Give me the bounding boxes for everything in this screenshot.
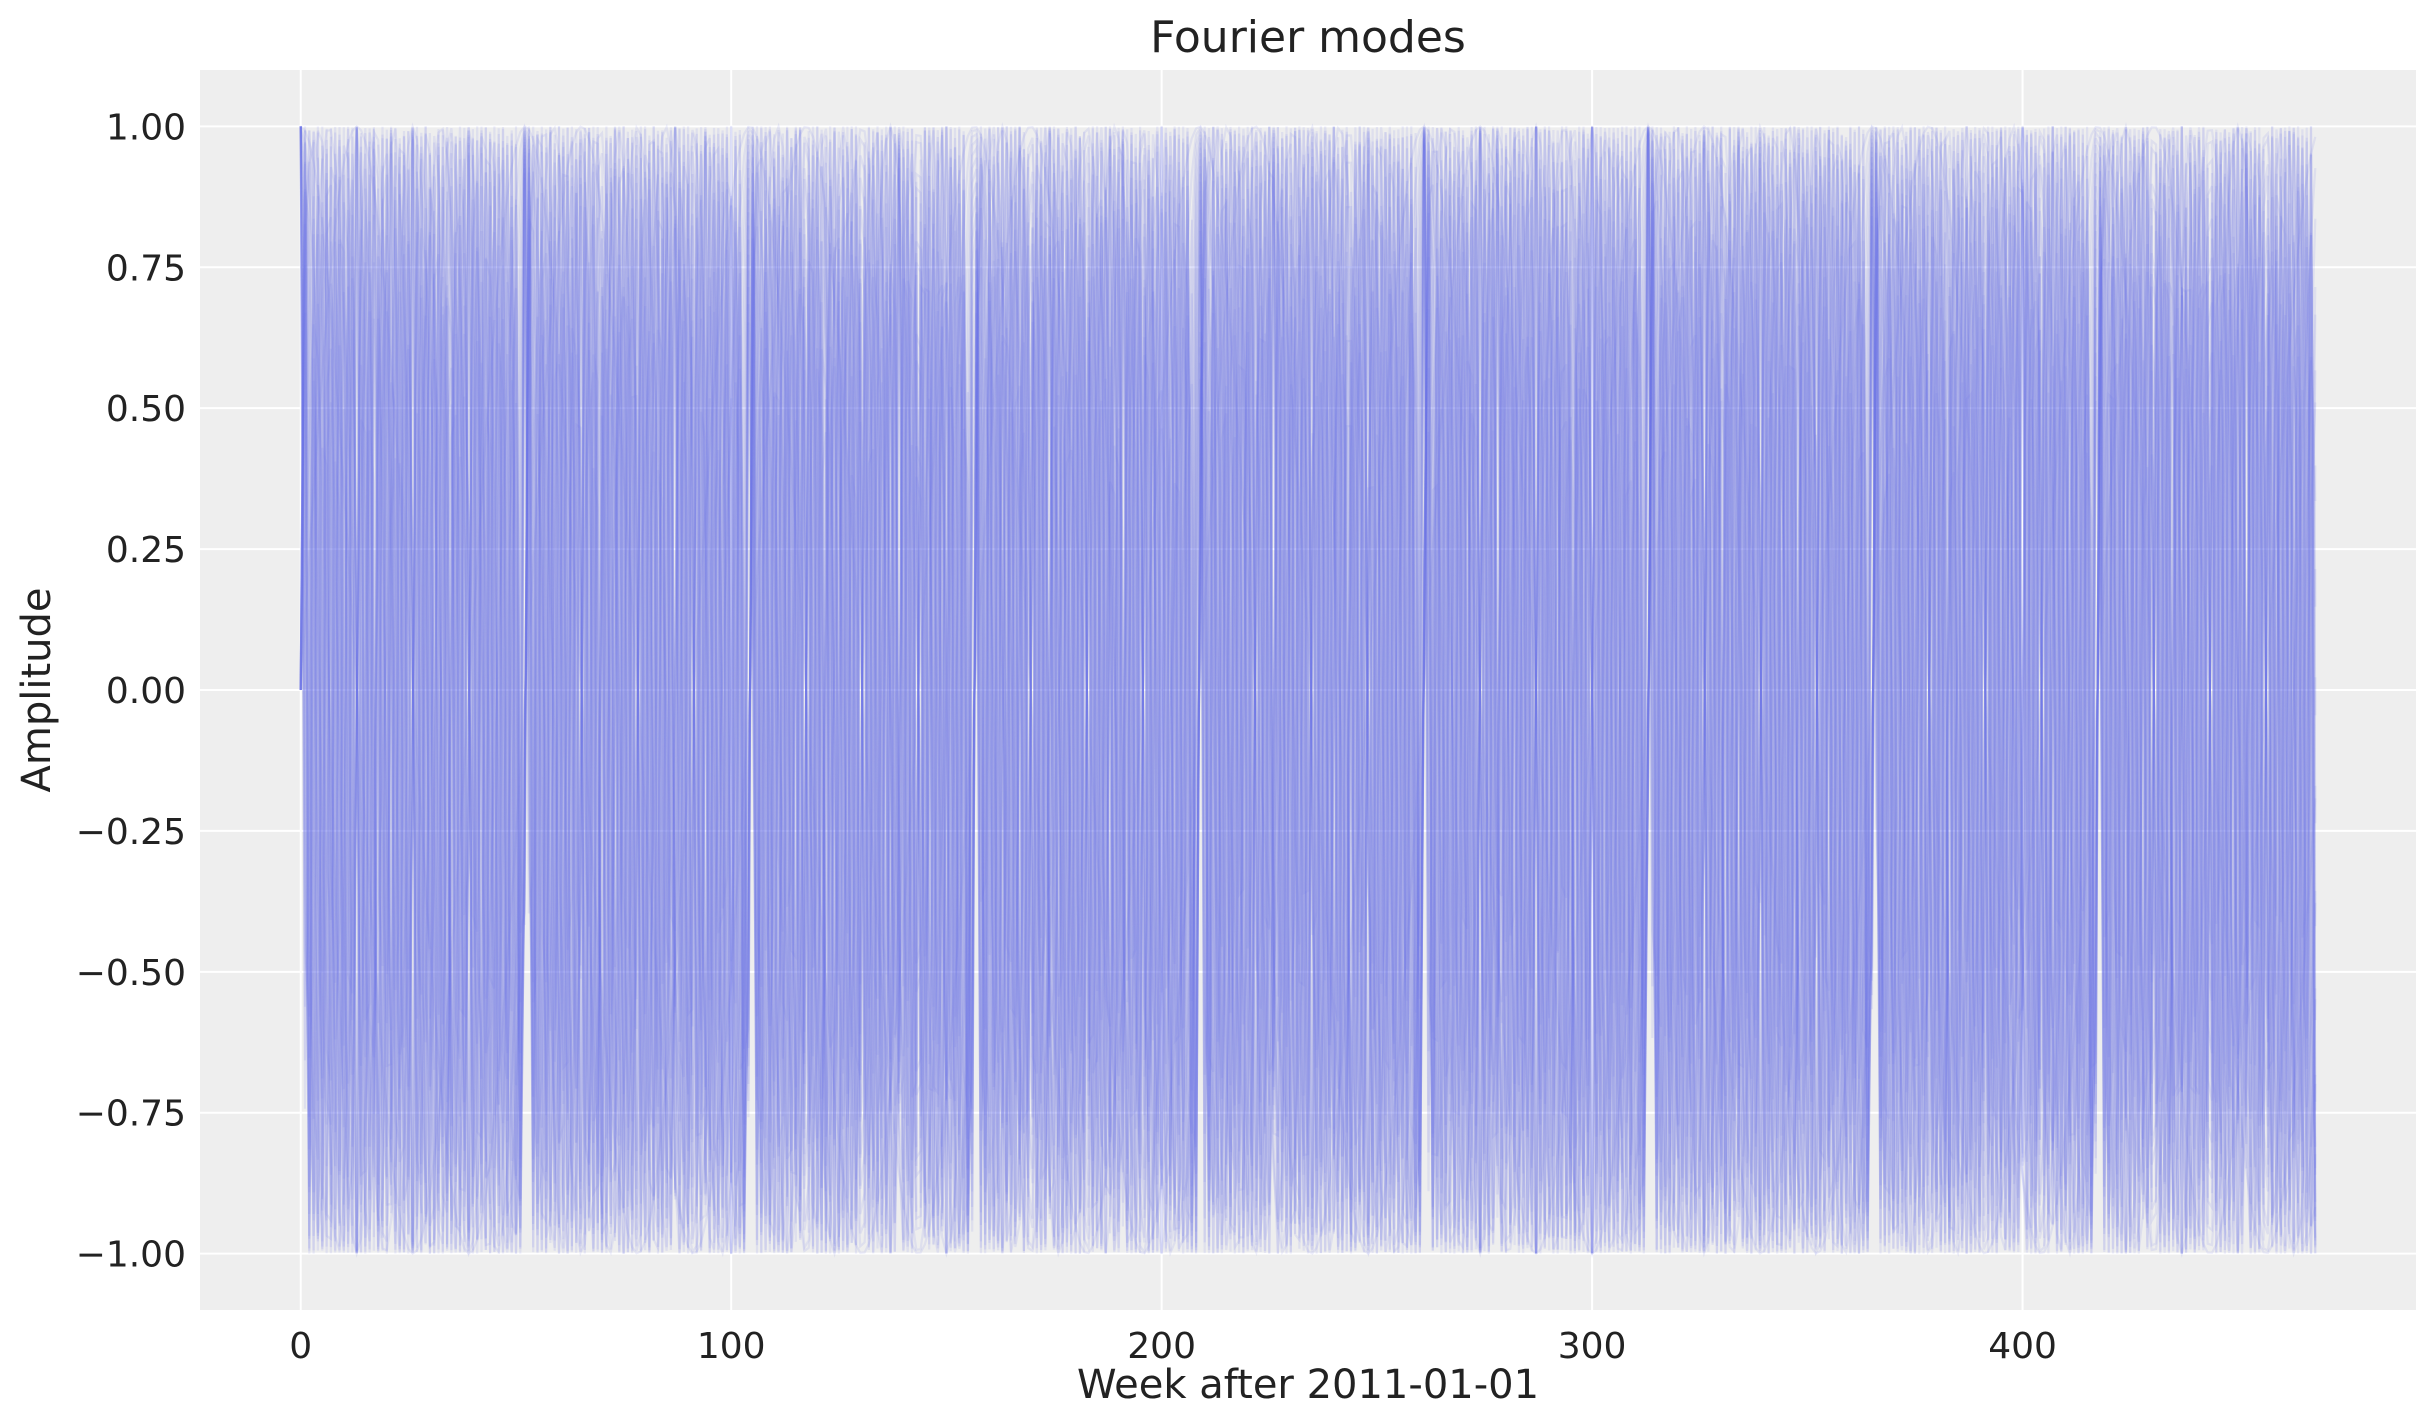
fourier-mode-cos-4	[299, 126, 2317, 1254]
fourier-mode-cos-8	[299, 126, 2317, 1254]
y-tick-label: 0.75	[106, 248, 186, 289]
y-tick-labels: −1.00 −0.75 −0.50 −0.25 0.00 0.25 0.50 0.75 1.00	[76, 107, 186, 1275]
x-tick-label: 300	[1558, 1326, 1627, 1367]
fourier-mode-cos-20	[299, 126, 2317, 1254]
fourier-mode-sin-12	[299, 126, 2317, 1254]
fourier-mode-sin-20	[299, 126, 2317, 1254]
fourier-mode-cos-12	[299, 126, 2317, 1254]
y-tick-label: −0.50	[76, 953, 186, 994]
fourier-mode-cos-17	[299, 126, 2317, 1254]
fourier-mode-sin-2	[299, 122, 2317, 1258]
fourier-mode-sin-10	[299, 126, 2317, 1254]
x-tick-label: 0	[289, 1326, 312, 1367]
x-tick-label: 400	[1988, 1326, 2057, 1367]
fourier-mode-cos-2	[299, 122, 2317, 1258]
mode-lines	[299, 122, 2317, 1258]
y-tick-label: 0.25	[106, 530, 186, 571]
fourier-mode-sin-6	[299, 126, 2317, 1254]
fourier-mode-cos-1	[299, 124, 2317, 1256]
fourier-mode-sin-1	[299, 124, 2317, 1256]
fourier-mode-cos-14	[299, 126, 2317, 1254]
fourier-mode-cos-18	[299, 126, 2317, 1254]
fourier-mode-sin-17	[299, 126, 2317, 1254]
y-tick-label: −0.75	[76, 1094, 186, 1135]
grid-lines	[200, 70, 2416, 1310]
fourier-mode-sin-13	[299, 126, 2317, 1254]
fourier-mode-sin-16	[299, 126, 2317, 1254]
fourier-mode-sin-11	[299, 126, 2317, 1254]
fourier-mode-cos-19	[299, 126, 2317, 1254]
fourier-mode-sin-18	[299, 126, 2317, 1254]
y-axis-label: Amplitude	[14, 588, 60, 793]
fourier-mode-cos-10	[299, 126, 2317, 1254]
fourier-mode-sin-9	[299, 126, 2317, 1254]
fourier-mode-cos-5	[299, 126, 2317, 1254]
fourier-mode-cos-9	[299, 126, 2317, 1254]
fourier-mode-cos-16	[299, 126, 2317, 1254]
y-tick-label: −0.25	[76, 812, 186, 853]
y-tick-label: −1.00	[76, 1235, 186, 1276]
fourier-mode-cos-15	[299, 126, 2317, 1254]
fourier-mode-sin-5	[299, 126, 2317, 1254]
fourier-mode-cos-6	[299, 126, 2317, 1254]
fourier-mode-cos-13	[299, 126, 2317, 1254]
fourier-mode-sin-7	[299, 126, 2317, 1254]
fourier-mode-cos-3	[299, 126, 2317, 1254]
x-tick-label: 100	[697, 1326, 766, 1367]
fourier-mode-sin-3	[299, 126, 2317, 1254]
chart-title: Fourier modes	[1150, 12, 1466, 63]
y-tick-label: 0.50	[106, 389, 186, 430]
fourier-mode-sin-15	[299, 126, 2317, 1254]
y-tick-label: 1.00	[106, 107, 186, 148]
y-tick-label: 0.00	[106, 671, 186, 712]
x-axis-label: Week after 2011-01-01	[1077, 1362, 1539, 1408]
x-tick-labels: 0 100 200 300 400	[289, 1326, 2057, 1367]
fourier-mode-sin-8	[299, 126, 2317, 1254]
fourier-mode-cos-11	[299, 126, 2317, 1254]
fourier-mode-cos-7	[299, 126, 2317, 1254]
fourier-mode-sin-19	[299, 126, 2317, 1254]
fourier-mode-sin-4	[299, 126, 2317, 1254]
fourier-mode-sin-14	[299, 126, 2317, 1254]
x-tick-label: 200	[1127, 1326, 1196, 1367]
